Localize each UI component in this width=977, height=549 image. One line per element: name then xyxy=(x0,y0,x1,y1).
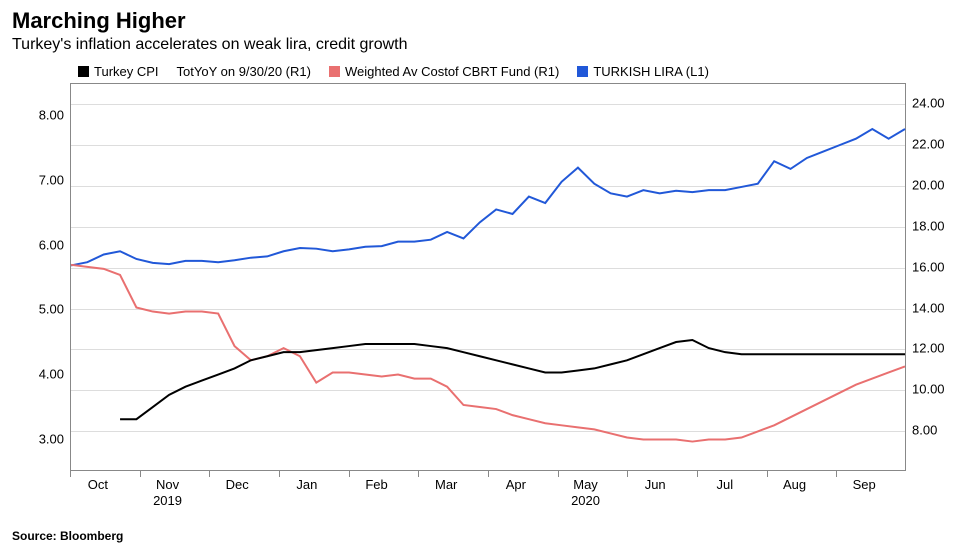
y-tick-right: 16.00 xyxy=(912,259,945,274)
y-axis-right: 8.00 10.00 12.00 14.00 16.00 18.00 20.00 22.00 2… xyxy=(906,83,964,471)
x-tick-label: Dec xyxy=(226,477,249,492)
legend-item: TURKISH LIRA (L1) xyxy=(577,64,709,79)
y-tick-left: 3.00 xyxy=(39,431,64,446)
legend: Turkey CPI TotYoY on 9/30/20 (R1) Weighted… xyxy=(0,60,977,83)
series-line xyxy=(71,265,905,442)
y-tick-right: 8.00 xyxy=(912,423,937,438)
x-tick-label: Jul xyxy=(717,477,734,492)
x-tick-label: Sep xyxy=(853,477,876,492)
y-tick-right: 12.00 xyxy=(912,341,945,356)
chart-area: 3.00 4.00 5.00 6.00 7.00 8.00 8.00 10.00 12.00 1… xyxy=(12,83,965,513)
x-axis: Oct Nov Dec Jan Feb Mar Apr May Jun Jul Aug Sep 2019… xyxy=(70,471,906,511)
x-tick-mark xyxy=(558,471,559,477)
x-tick-mark xyxy=(488,471,489,477)
x-tick-mark xyxy=(836,471,837,477)
x-tick-mark xyxy=(140,471,141,477)
source-label: Source: Bloomberg xyxy=(12,529,123,543)
x-tick-mark xyxy=(418,471,419,477)
x-tick-label: Jun xyxy=(645,477,666,492)
x-tick-label: Mar xyxy=(435,477,457,492)
x-tick-label: Aug xyxy=(783,477,806,492)
y-tick-left: 4.00 xyxy=(39,367,64,382)
y-tick-right: 20.00 xyxy=(912,178,945,193)
chart-subtitle: Turkey's inflation accelerates on weak l… xyxy=(0,36,977,60)
x-tick-mark xyxy=(279,471,280,477)
x-tick-mark xyxy=(767,471,768,477)
series-line xyxy=(71,129,905,265)
legend-swatch xyxy=(329,66,340,77)
y-tick-right: 24.00 xyxy=(912,96,945,111)
x-tick-label: Jan xyxy=(296,477,317,492)
legend-label: TURKISH LIRA (L1) xyxy=(593,64,709,79)
legend-label: Turkey CPI xyxy=(94,64,159,79)
series-line xyxy=(120,340,905,419)
y-tick-left: 6.00 xyxy=(39,237,64,252)
legend-label: TotYoY on 9/30/20 (R1) xyxy=(177,64,311,79)
x-tick-mark xyxy=(697,471,698,477)
x-tick-mark xyxy=(627,471,628,477)
y-tick-left: 7.00 xyxy=(39,173,64,188)
y-tick-right: 14.00 xyxy=(912,300,945,315)
series-lines xyxy=(71,84,905,470)
y-tick-left: 5.00 xyxy=(39,302,64,317)
x-tick-label: Feb xyxy=(365,477,387,492)
y-tick-right: 10.00 xyxy=(912,382,945,397)
x-tick-label: Oct xyxy=(88,477,108,492)
y-tick-right: 18.00 xyxy=(912,218,945,233)
x-tick-mark xyxy=(209,471,210,477)
plot-area xyxy=(70,83,906,471)
x-tick-label: May xyxy=(573,477,598,492)
x-tick-label: Apr xyxy=(506,477,526,492)
y-axis-left: 3.00 4.00 5.00 6.00 7.00 8.00 xyxy=(12,83,70,471)
x-tick-label: Nov xyxy=(156,477,179,492)
chart-title: Marching Higher xyxy=(0,0,977,36)
legend-item: TotYoY on 9/30/20 (R1) xyxy=(177,64,311,79)
legend-swatch xyxy=(78,66,89,77)
x-tick-mark xyxy=(349,471,350,477)
legend-label: Weighted Av Costof CBRT Fund (R1) xyxy=(345,64,559,79)
legend-item: Turkey CPI xyxy=(78,64,159,79)
y-tick-left: 8.00 xyxy=(39,108,64,123)
legend-swatch xyxy=(577,66,588,77)
legend-item: Weighted Av Costof CBRT Fund (R1) xyxy=(329,64,559,79)
y-tick-right: 22.00 xyxy=(912,137,945,152)
x-tick-mark xyxy=(70,471,71,477)
x-year-label: 2020 xyxy=(571,493,600,508)
x-year-label: 2019 xyxy=(153,493,182,508)
